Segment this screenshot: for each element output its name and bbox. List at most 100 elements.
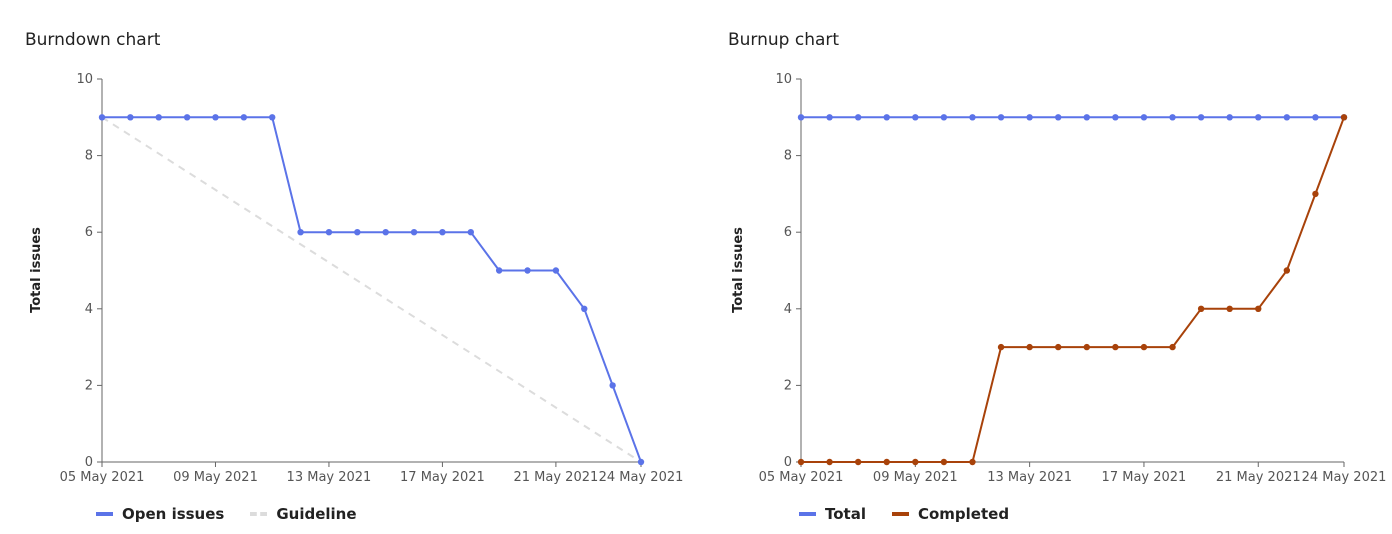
data-point-open-issues <box>439 229 446 236</box>
data-point-total <box>1312 114 1319 121</box>
y-tick-label: 2 <box>784 378 792 393</box>
data-point-total <box>1226 114 1233 121</box>
data-point-completed <box>912 458 919 466</box>
y-tick-label: 10 <box>76 72 93 87</box>
data-point-total <box>1055 114 1062 121</box>
x-tick-label: 05 May 2021 <box>759 470 844 485</box>
data-point-completed <box>1312 190 1319 198</box>
data-point-completed <box>1055 343 1062 351</box>
data-point-open-issues <box>354 229 361 236</box>
data-point-open-issues <box>581 305 588 312</box>
legend-swatch-guideline <box>250 512 268 516</box>
y-tick-label: 4 <box>784 302 792 317</box>
y-tick-label: 2 <box>85 378 93 393</box>
y-tick-label: 6 <box>85 225 93 240</box>
data-point-completed <box>826 458 833 466</box>
data-point-completed <box>1283 267 1291 274</box>
legend-swatch-open-issues <box>96 512 113 516</box>
legend-item-total[interactable]: Total <box>799 505 866 523</box>
chart-title: Burnup chart <box>728 30 840 50</box>
data-point-completed <box>854 458 862 466</box>
burndown-chart: 0 2 4 6 8 10 05 May 2021 09 May 2021 13 May 2021… <box>29 72 684 485</box>
data-point-completed <box>1197 305 1205 312</box>
y-tick-label: 4 <box>85 302 93 317</box>
data-point-open-issues <box>183 114 191 121</box>
y-tick-label: 0 <box>85 455 93 470</box>
legend-item-open-issues[interactable]: Open issues <box>96 505 224 523</box>
data-point-completed <box>969 458 976 466</box>
burndown-chart-panel: Burndown chart 0 2 4 6 8 10 05 May 2021 09 May … <box>25 30 684 523</box>
data-point-total <box>1255 114 1262 121</box>
data-point-completed <box>997 343 1005 351</box>
data-point-total <box>797 114 805 121</box>
chart-legend: Total Completed <box>799 505 1035 523</box>
data-point-open-issues <box>609 382 616 389</box>
legend-label: Guideline <box>276 505 357 523</box>
data-point-open-issues <box>552 267 560 274</box>
data-point-completed <box>1026 343 1033 351</box>
data-point-total <box>912 114 919 121</box>
x-tick-label: 24 May 2021 <box>599 470 684 485</box>
x-tick-label: 17 May 2021 <box>1102 470 1187 485</box>
data-point-open-issues <box>127 114 134 121</box>
data-point-total <box>854 114 862 121</box>
data-point-open-issues <box>297 229 304 236</box>
y-tick-label: 0 <box>784 455 792 470</box>
x-tick-label: 17 May 2021 <box>400 470 485 485</box>
data-point-completed <box>1340 114 1348 121</box>
legend-label: Completed <box>917 505 1010 523</box>
data-point-total <box>1026 114 1033 121</box>
data-point-open-issues <box>325 229 333 236</box>
series-line-completed <box>801 116 1345 463</box>
data-point-total <box>1083 114 1090 121</box>
x-tick-label: 09 May 2021 <box>873 470 958 485</box>
y-tick-label: 6 <box>784 225 792 240</box>
data-point-open-issues <box>240 114 248 121</box>
data-point-completed <box>940 458 948 466</box>
legend-label: Open issues <box>122 505 225 523</box>
data-point-open-issues <box>467 229 474 236</box>
data-point-completed <box>1226 305 1233 312</box>
burnup-chart: 0 2 4 6 8 10 05 May 2021 09 May 2021 13 May 2021… <box>731 72 1387 485</box>
data-point-total <box>1197 114 1205 121</box>
x-tick-label: 13 May 2021 <box>987 470 1072 485</box>
data-point-open-issues <box>382 229 389 236</box>
data-point-completed <box>1255 305 1262 312</box>
data-point-total <box>1140 114 1148 121</box>
legend-swatch-total <box>799 512 816 516</box>
data-point-open-issues <box>155 114 162 121</box>
data-point-total <box>969 114 976 121</box>
data-point-total <box>1283 114 1291 121</box>
data-point-total <box>883 114 890 121</box>
x-tick-label: 21 May 2021 <box>1216 470 1301 485</box>
series-line-open-issues <box>102 116 642 463</box>
data-point-open-issues <box>212 114 219 121</box>
x-tick-label: 21 May 2021 <box>514 470 599 485</box>
legend-swatch-completed <box>891 512 909 516</box>
y-tick-label: 8 <box>784 149 792 164</box>
x-tick-label: 24 May 2021 <box>1302 470 1387 485</box>
legend-item-completed[interactable]: Completed <box>891 505 1010 523</box>
series-line-guideline <box>101 116 642 463</box>
chart-title: Burndown chart <box>25 30 161 50</box>
data-point-total <box>997 114 1005 121</box>
burnup-chart-panel: Burnup chart 0 2 4 6 8 10 05 May 2021 09 May 20… <box>696 0 1392 534</box>
x-tick-label: 05 May 2021 <box>60 470 145 485</box>
data-point-open-issues <box>410 229 418 236</box>
data-point-open-issues <box>98 114 106 121</box>
data-point-total <box>940 114 948 121</box>
data-point-open-issues <box>637 458 645 466</box>
y-tick-label: 10 <box>775 72 792 87</box>
data-point-total <box>1169 114 1176 121</box>
data-point-open-issues <box>269 114 276 121</box>
data-point-total <box>1112 114 1119 121</box>
legend-item-guideline[interactable]: Guideline <box>250 505 357 523</box>
legend-label: Total <box>825 505 866 523</box>
y-axis-label: Total issues <box>731 227 746 313</box>
data-point-open-issues <box>495 267 503 274</box>
y-tick-label: 8 <box>85 149 93 164</box>
data-point-completed <box>1140 343 1148 351</box>
data-point-completed <box>1083 343 1090 351</box>
data-point-total <box>826 114 833 121</box>
data-point-completed <box>797 458 805 466</box>
